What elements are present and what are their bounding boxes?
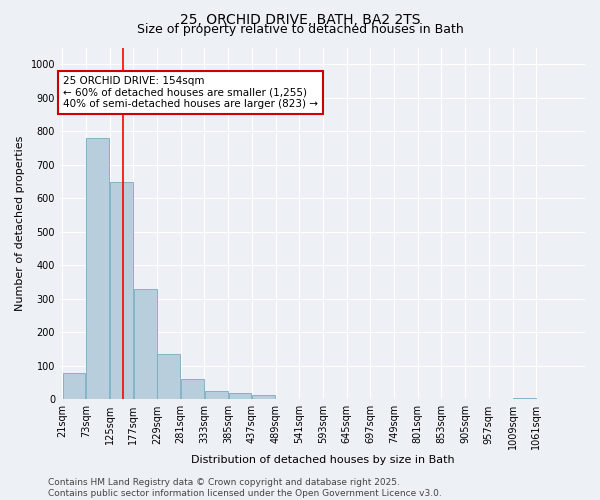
Bar (86, 138, 109, 400)
Text: 25, ORCHID DRIVE, BATH, BA2 2TS: 25, ORCHID DRIVE, BATH, BA2 2TS (180, 12, 420, 26)
Bar (229, 392, 251, 400)
Bar (205, 391, 227, 400)
Bar (62, 372, 85, 400)
Text: 25 ORCHID DRIVE: 154sqm
← 60% of detached houses are smaller (1,255)
40% of semi: 25 ORCHID DRIVE: 154sqm ← 60% of detache… (63, 76, 318, 109)
Bar (252, 396, 275, 400)
Text: Contains HM Land Registry data © Crown copyright and database right 2025.
Contai: Contains HM Land Registry data © Crown c… (48, 478, 442, 498)
Text: Size of property relative to detached houses in Bath: Size of property relative to detached ho… (137, 22, 463, 36)
Bar (181, 379, 204, 400)
Y-axis label: Number of detached properties: Number of detached properties (15, 136, 25, 311)
Bar (134, 289, 157, 400)
X-axis label: Distribution of detached houses by size in Bath: Distribution of detached houses by size … (191, 455, 454, 465)
Bar (110, 182, 133, 400)
Bar (513, 398, 536, 400)
Bar (157, 354, 180, 400)
